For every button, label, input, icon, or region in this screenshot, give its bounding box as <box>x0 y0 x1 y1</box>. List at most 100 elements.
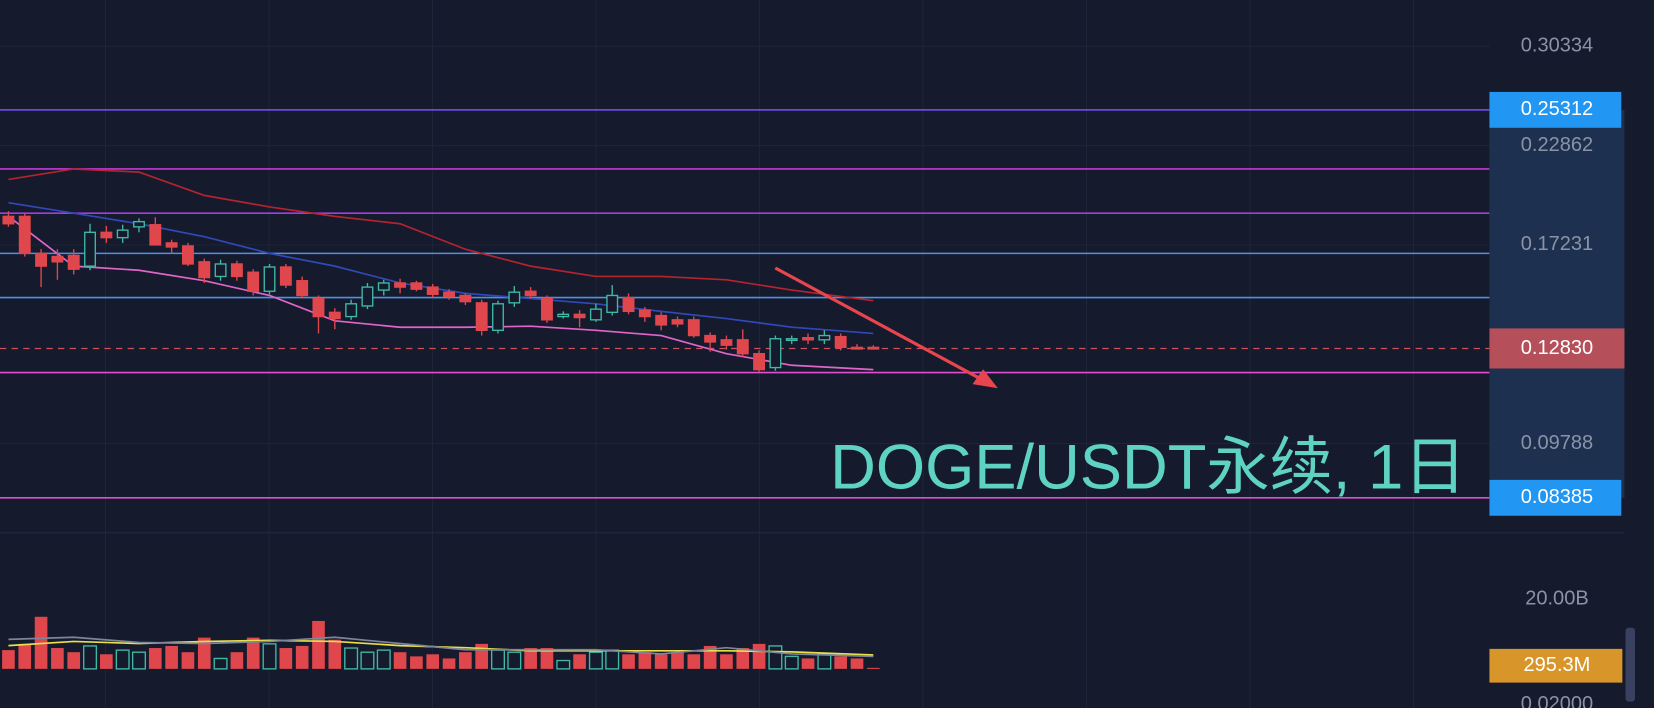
candle-body <box>785 338 798 342</box>
candle-body <box>655 314 668 326</box>
volume-bar <box>18 643 32 669</box>
volume-bar <box>360 651 375 670</box>
volume-bar <box>67 652 81 669</box>
volume-bar <box>51 648 64 669</box>
volume-bar <box>312 620 325 669</box>
candle-body <box>443 291 455 298</box>
candle-body <box>589 308 602 321</box>
volume-bar <box>556 659 571 670</box>
candle-body <box>133 220 145 228</box>
candle-body <box>2 215 15 225</box>
candle-body <box>67 254 80 270</box>
volume-bar <box>115 649 130 670</box>
indicator-line <box>7 215 874 371</box>
candle-body <box>573 313 586 319</box>
volume-bar <box>442 658 456 669</box>
candle-body <box>671 319 684 325</box>
candle-body <box>622 296 635 313</box>
last-volume-label: 295.3M <box>1524 654 1591 676</box>
volume-bar <box>768 645 783 670</box>
volume-bar <box>573 654 586 669</box>
volume-bar <box>654 654 668 669</box>
candle-body <box>540 297 553 321</box>
volume-bar <box>295 645 309 669</box>
indicator-line <box>8 168 874 302</box>
volume-bar <box>524 648 537 669</box>
y-tick-label: 0.17231 <box>1521 233 1593 255</box>
volume-bar <box>752 643 766 669</box>
candle-body <box>214 263 227 278</box>
y-tick-label: 0.09788 <box>1521 432 1593 454</box>
candle-body <box>475 302 488 332</box>
candle-body <box>720 339 733 346</box>
last-price-label: 0.12830 <box>1521 337 1593 359</box>
volume-bar <box>834 656 848 669</box>
volume-bar <box>410 656 423 669</box>
volume-bar <box>588 651 603 670</box>
candle-body <box>100 231 113 239</box>
candle-body <box>736 339 749 355</box>
volume-bar <box>784 655 799 670</box>
candle-body <box>377 282 390 291</box>
candle-body <box>508 291 521 304</box>
volume-bar <box>671 652 684 669</box>
price-pane <box>0 109 1490 499</box>
volume-bar <box>246 637 260 669</box>
candle-body <box>818 334 831 341</box>
candle-body <box>606 294 619 314</box>
candle-body <box>704 334 717 343</box>
volume-bar <box>83 645 98 670</box>
candle-body <box>524 290 537 297</box>
trend-arrow <box>774 266 988 384</box>
candle-body <box>84 231 96 267</box>
candle-body <box>279 266 292 286</box>
candle-body <box>557 313 570 318</box>
axis-range-band <box>1489 109 1625 498</box>
y2-tick-label: 20.00B <box>1525 588 1589 610</box>
volume-bar <box>736 648 750 669</box>
volume-bar <box>197 637 211 669</box>
volume-bar <box>801 658 815 669</box>
volume-bar <box>262 643 277 670</box>
lower-pane-label: 0.02000 <box>1521 693 1593 708</box>
volume-bar <box>459 652 472 669</box>
candle-body <box>867 346 880 350</box>
price-axis: 0.30334 0.22862 0.17231 0.09788 0.25312 0.083… <box>1489 35 1625 708</box>
volume-bar <box>817 653 832 670</box>
candle-body <box>851 346 863 350</box>
level-label-bg <box>1489 91 1622 128</box>
y-tick-label: 0.22862 <box>1521 134 1593 156</box>
candle-body <box>394 282 407 288</box>
volume-bar <box>148 648 162 669</box>
volume-bar <box>638 652 652 669</box>
candle-body <box>459 294 472 303</box>
volume-bar <box>2 650 15 669</box>
candle-body <box>149 224 162 246</box>
candle-body <box>312 297 325 318</box>
candle-body <box>802 336 815 341</box>
volume-bar <box>850 658 864 669</box>
level-label: 0.08385 <box>1521 486 1593 508</box>
candle-body <box>492 303 504 332</box>
level-label: 0.25312 <box>1521 98 1593 120</box>
symbol-annotation: DOGE/USDT永续, 1日 <box>830 432 1466 502</box>
volume-bar <box>100 654 113 669</box>
candle-body <box>165 242 178 248</box>
candle-body <box>247 271 260 292</box>
volume-bar <box>230 652 244 669</box>
candle-body <box>753 353 766 371</box>
candle-body <box>116 229 129 239</box>
volume-pane <box>2 616 880 670</box>
arrow-head <box>972 369 998 389</box>
candle-body <box>230 263 243 278</box>
candle-body <box>198 261 211 279</box>
candle-body <box>263 266 276 292</box>
candle-body <box>35 252 48 267</box>
scrollbar[interactable] <box>1625 627 1636 702</box>
last-price-bg <box>1489 328 1625 369</box>
candle-body <box>51 255 64 263</box>
candle-body <box>769 338 782 369</box>
candle-body <box>345 303 358 318</box>
